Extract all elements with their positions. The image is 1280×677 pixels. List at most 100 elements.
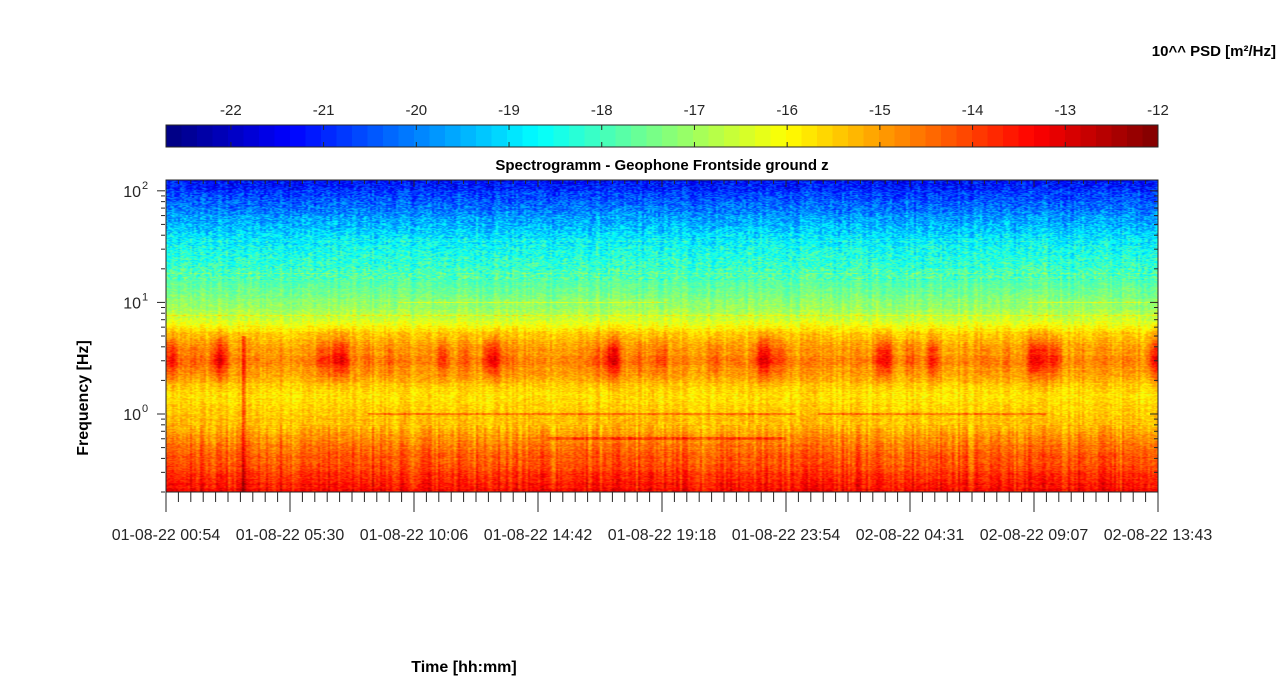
y-tick-base: 10: [123, 184, 141, 201]
colorbar-segment: [817, 125, 833, 147]
colorbar-segment: [243, 125, 260, 147]
colorbar-segment: [321, 125, 337, 147]
colorbar-segment: [584, 125, 601, 147]
colorbar-segment: [1065, 125, 1081, 147]
colorbar-segment: [1111, 125, 1128, 147]
colorbar-segment: [336, 125, 353, 147]
colorbar-segment: [491, 125, 508, 147]
colorbar-segment: [600, 125, 616, 147]
colorbar-segment: [181, 125, 198, 147]
colorbar-segment: [832, 125, 849, 147]
colorbar-segment: [553, 125, 570, 147]
colorbar-segment: [1049, 125, 1066, 147]
colorbar-segment: [863, 125, 880, 147]
colorbar-segment: [987, 125, 1004, 147]
colorbar-segment: [1018, 125, 1035, 147]
colorbar-segment: [615, 125, 632, 147]
colorbar-tick-label: -17: [684, 102, 706, 119]
colorbar-tick-label: -12: [1147, 102, 1169, 119]
colorbar-segment: [414, 125, 430, 147]
colorbar-segment: [398, 125, 415, 147]
x-tick-label: 02-08-22 13:43: [1104, 527, 1213, 544]
colorbar-segment: [522, 125, 539, 147]
colorbar-segment: [755, 125, 771, 147]
colorbar-segment: [894, 125, 911, 147]
x-tick-label: 01-08-22 00:54: [112, 527, 221, 544]
colorbar-segment: [972, 125, 988, 147]
colorbar-segment: [925, 125, 942, 147]
colorbar-segment: [1096, 125, 1112, 147]
colorbar-segment: [1127, 125, 1143, 147]
colorbar-tick-label: -20: [405, 102, 427, 119]
colorbar-segment: [460, 125, 477, 147]
x-tick-label: 02-08-22 04:31: [856, 527, 965, 544]
colorbar-segment: [1080, 125, 1097, 147]
x-axis: 01-08-22 00:54 01-08-22 05:30 01-08-22 10:…: [112, 180, 1213, 544]
y-tick-exponent: 2: [142, 180, 148, 192]
colorbar-segment: [445, 125, 461, 147]
y-tick-base: 10: [123, 407, 141, 424]
colorbar-frame: [165, 124, 1159, 148]
colorbar-tick-label: -22: [220, 102, 242, 119]
colorbar-segment: [1034, 125, 1050, 147]
colorbar-segment: [429, 125, 446, 147]
colorbar-segment: [228, 125, 244, 147]
colorbar-segment: [274, 125, 291, 147]
colorbar-segment: [956, 125, 973, 147]
y-tick-base: 10: [123, 295, 141, 312]
colorbar-segment: [770, 125, 787, 147]
colorbar-segment: [166, 125, 182, 147]
colorbar-tick-label: -14: [962, 102, 984, 119]
colorbar-segment: [507, 125, 523, 147]
colorbar-segment: [724, 125, 740, 147]
y-axis-label: Frequency [Hz]: [75, 340, 92, 456]
colorbar-segment: [476, 125, 492, 147]
colorbar-segment: [786, 125, 802, 147]
x-tick-label: 01-08-22 19:18: [608, 527, 717, 544]
colorbar-segment: [879, 125, 895, 147]
x-tick-label: 02-08-22 09:07: [980, 527, 1089, 544]
x-tick-label: 01-08-22 10:06: [360, 527, 469, 544]
colorbar-segment: [290, 125, 306, 147]
colorbar-segment: [739, 125, 756, 147]
colorbar-tick-label: -15: [869, 102, 891, 119]
colorbar-segment: [212, 125, 229, 147]
chart-title: Spectrogramm - Geophone Frontside ground…: [495, 157, 828, 174]
colorbar-tick-label: -18: [591, 102, 613, 119]
colorbar-segment: [646, 125, 663, 147]
colorbar-segment: [1142, 125, 1159, 147]
y-tick-label: 10: [123, 407, 141, 424]
colorbar-segment: [662, 125, 678, 147]
colorbar-segment: [801, 125, 818, 147]
x-tick-label: 01-08-22 14:42: [484, 527, 593, 544]
colorbar-tick-label: -19: [498, 102, 520, 119]
x-tick-label: 01-08-22 05:30: [236, 527, 345, 544]
colorbar-segment: [848, 125, 864, 147]
y-tick-exponent: 0: [142, 403, 148, 415]
colorbar-segment: [259, 125, 275, 147]
colorbar-segment: [631, 125, 647, 147]
colorbar-segment: [197, 125, 213, 147]
colorbar-label: 10^^ PSD [m²/Hz]: [1152, 43, 1276, 60]
colorbar-segment: [1003, 125, 1019, 147]
colorbar-tick-labels: -22 -21 -20 -19 -18 -17 -16 -15 -14 -13 -12: [220, 102, 1169, 119]
x-tick-label: 01-08-22 23:54: [732, 527, 841, 544]
colorbar-segment: [708, 125, 725, 147]
y-tick-label: 10: [123, 184, 141, 201]
colorbar-segment: [941, 125, 957, 147]
colorbar-segment: [538, 125, 554, 147]
colorbar-segment: [677, 125, 694, 147]
colorbar-segment: [352, 125, 368, 147]
colorbar-segment: [305, 125, 322, 147]
colorbar-segment: [910, 125, 926, 147]
colorbar-tick-label: -16: [776, 102, 798, 119]
y-tick-exponent: 1: [142, 291, 148, 303]
colorbar-segment: [383, 125, 399, 147]
colorbar-segment: [693, 125, 709, 147]
spectrogram-image: [166, 180, 1158, 492]
colorbar-segment: [569, 125, 585, 147]
colorbar-tick-label: -21: [313, 102, 335, 119]
y-tick-label: 10: [123, 295, 141, 312]
